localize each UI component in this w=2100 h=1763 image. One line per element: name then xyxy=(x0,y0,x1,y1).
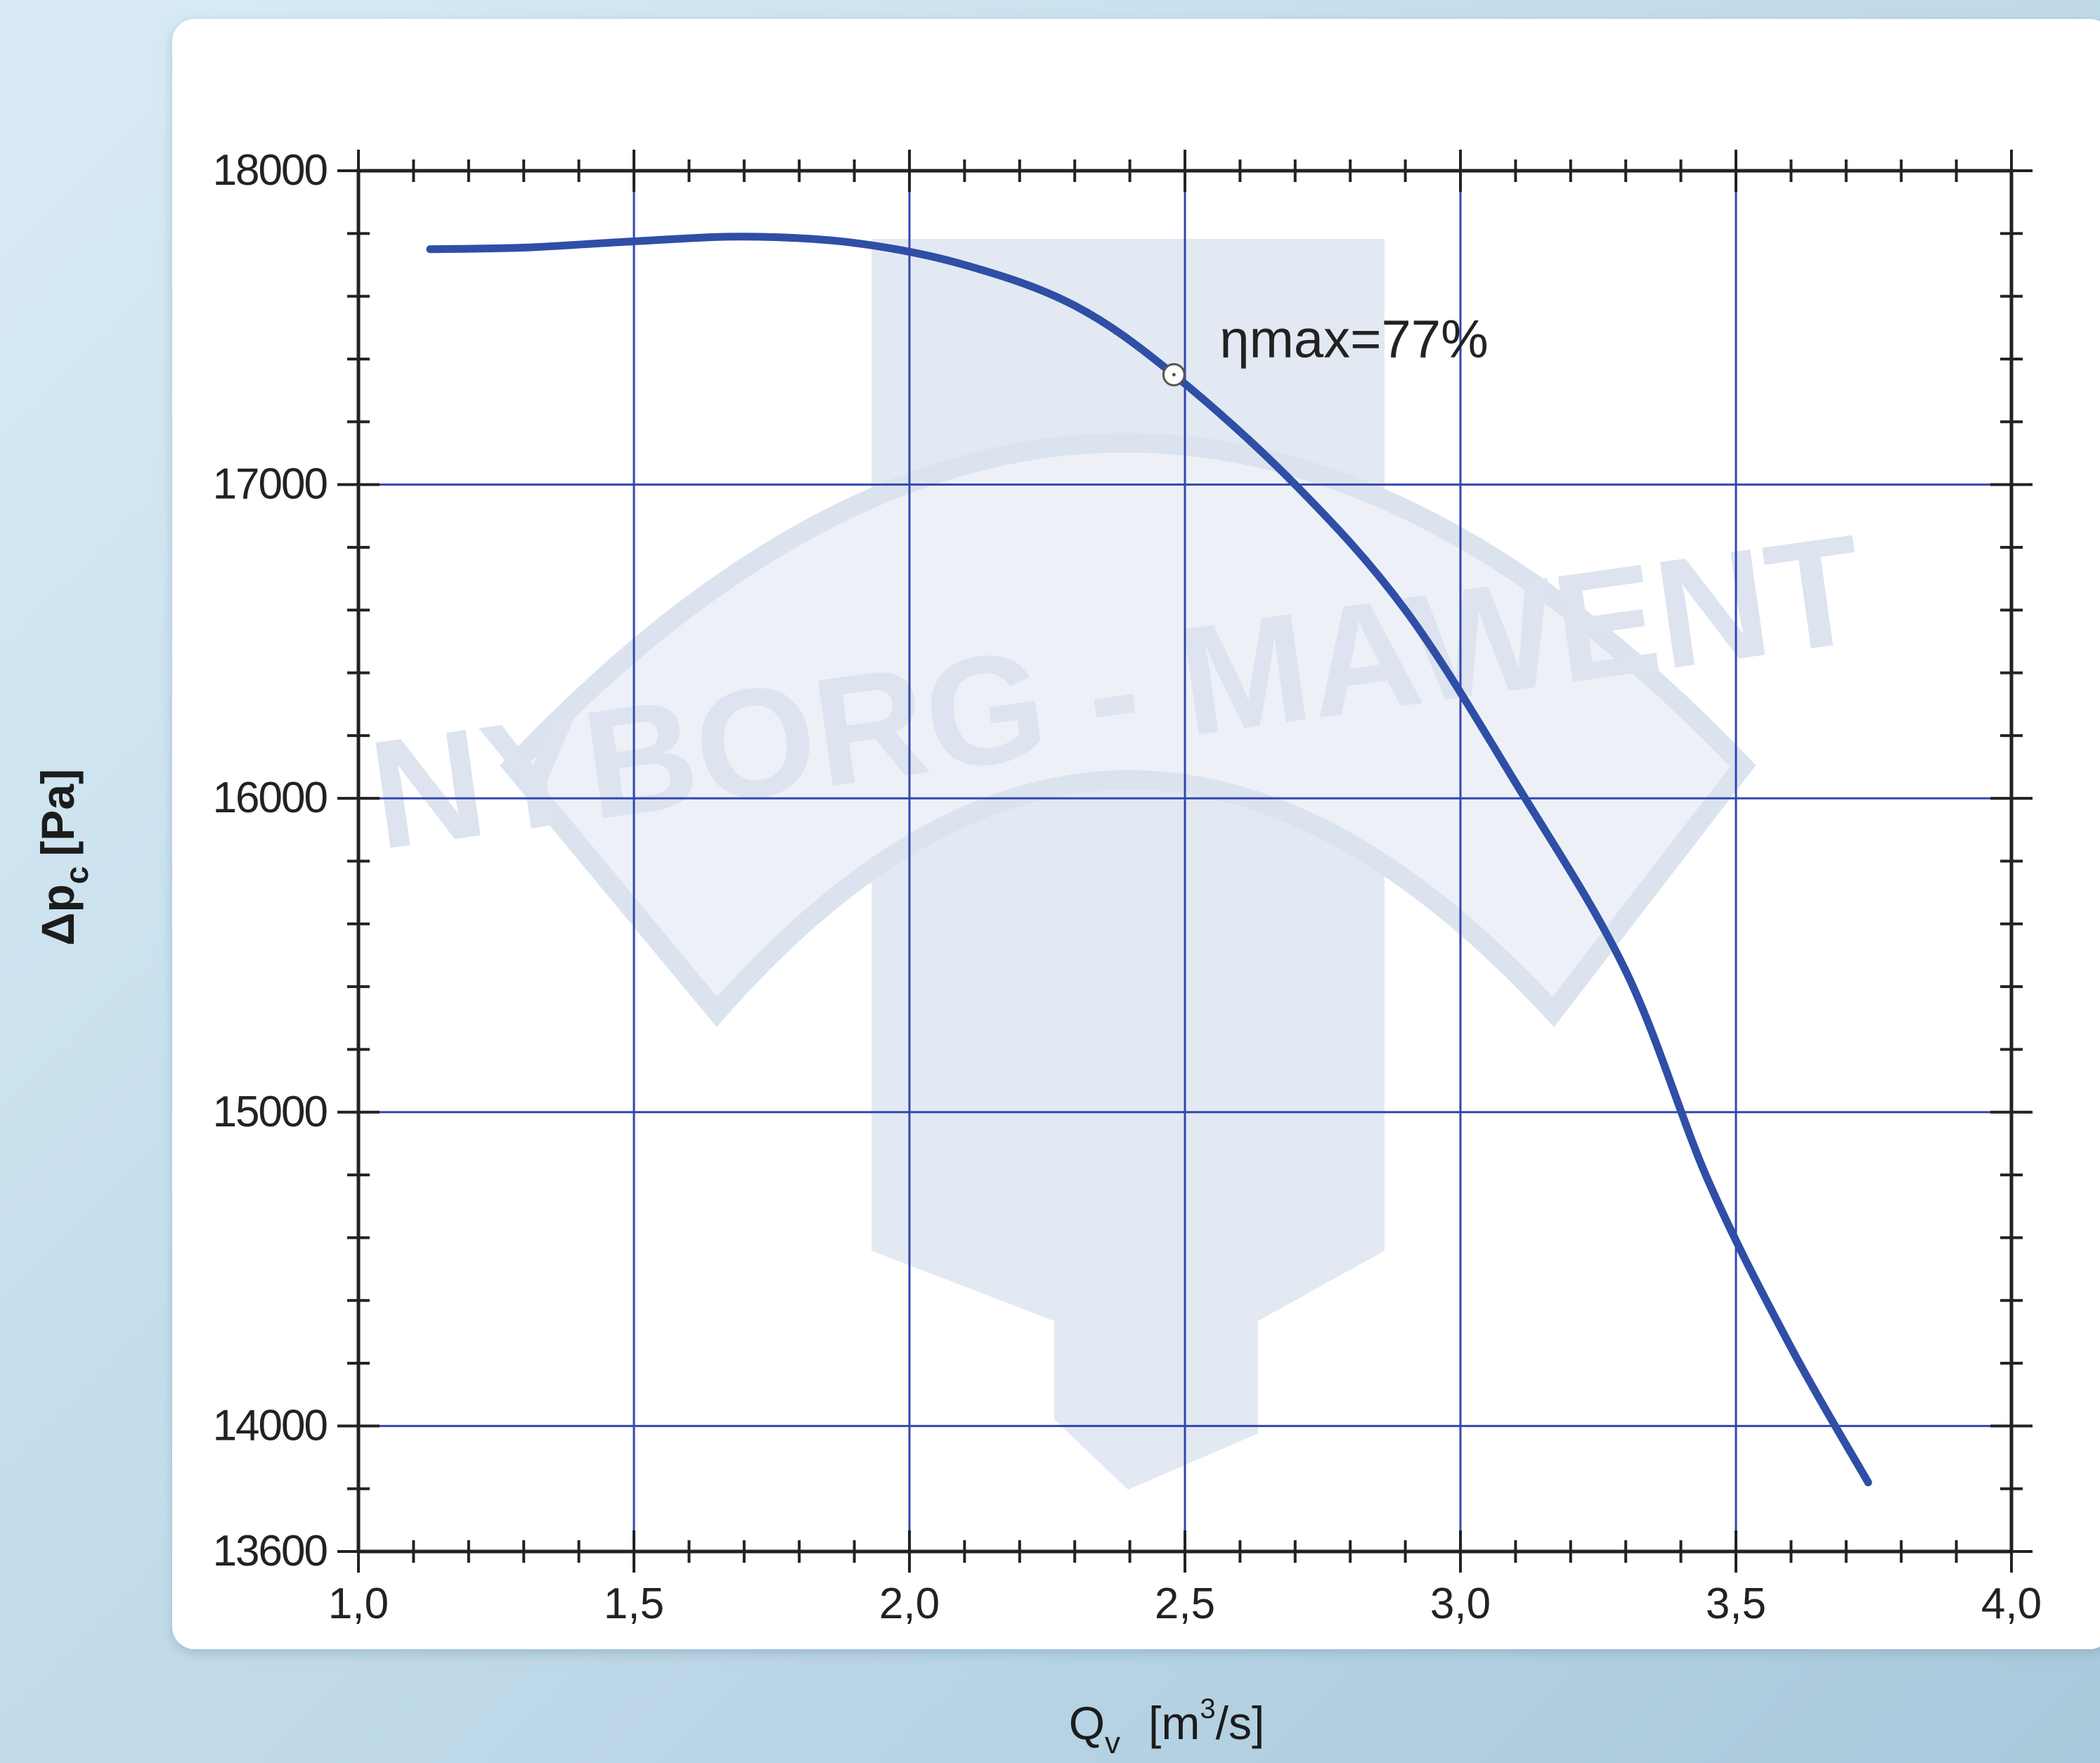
y-tick-label: 18000 xyxy=(213,146,328,195)
eta-max-label: ηmax=77% xyxy=(1219,309,1488,369)
y-axis-label-main: Δp xyxy=(32,884,84,946)
ticks xyxy=(337,150,2033,1573)
tick-labels: 1,0 1,5 2,0 2,5 3,0 3,5 4,0 13600 14000 15000 1600… xyxy=(213,146,2042,1628)
y-axis-label-sub: c xyxy=(58,866,95,885)
y-axis-label: Δpc [Pa] xyxy=(32,769,95,946)
x-axis-label-unit: [m xyxy=(1148,1697,1200,1749)
x-axis-label-unit-sup: 3 xyxy=(1200,1693,1215,1724)
watermark-band-outer xyxy=(500,433,1756,1027)
y-tick-label: 16000 xyxy=(213,774,328,822)
x-axis-label-main: Q xyxy=(1069,1697,1105,1749)
x-tick-label: 1,5 xyxy=(604,1580,664,1628)
y-axis-label-unit: [Pa] xyxy=(32,769,84,857)
x-tick-label: 4,0 xyxy=(1981,1580,2042,1628)
x-axis-label-sub: v xyxy=(1105,1726,1120,1760)
x-axis-label: Qv [m3/s] xyxy=(1069,1693,1265,1760)
y-tick-label: 13600 xyxy=(213,1527,328,1575)
x-tick-label: 3,5 xyxy=(1706,1580,1766,1628)
grid xyxy=(358,171,2011,1551)
annotations: ηmax=77% xyxy=(1162,309,1489,386)
y-tick-label: 14000 xyxy=(213,1401,328,1450)
x-tick-label: 3,0 xyxy=(1430,1580,1491,1628)
eta-max-marker-dot xyxy=(1172,372,1176,377)
y-tick-label: 15000 xyxy=(213,1088,328,1136)
x-tick-label: 2,0 xyxy=(879,1580,940,1628)
x-tick-label: 1,0 xyxy=(328,1580,389,1628)
x-tick-label: 2,5 xyxy=(1155,1580,1215,1628)
series-line xyxy=(426,233,1872,1487)
series xyxy=(426,233,1872,1487)
y-tick-label: 17000 xyxy=(213,460,328,509)
x-axis-label-unit-post: /s] xyxy=(1216,1697,1265,1749)
